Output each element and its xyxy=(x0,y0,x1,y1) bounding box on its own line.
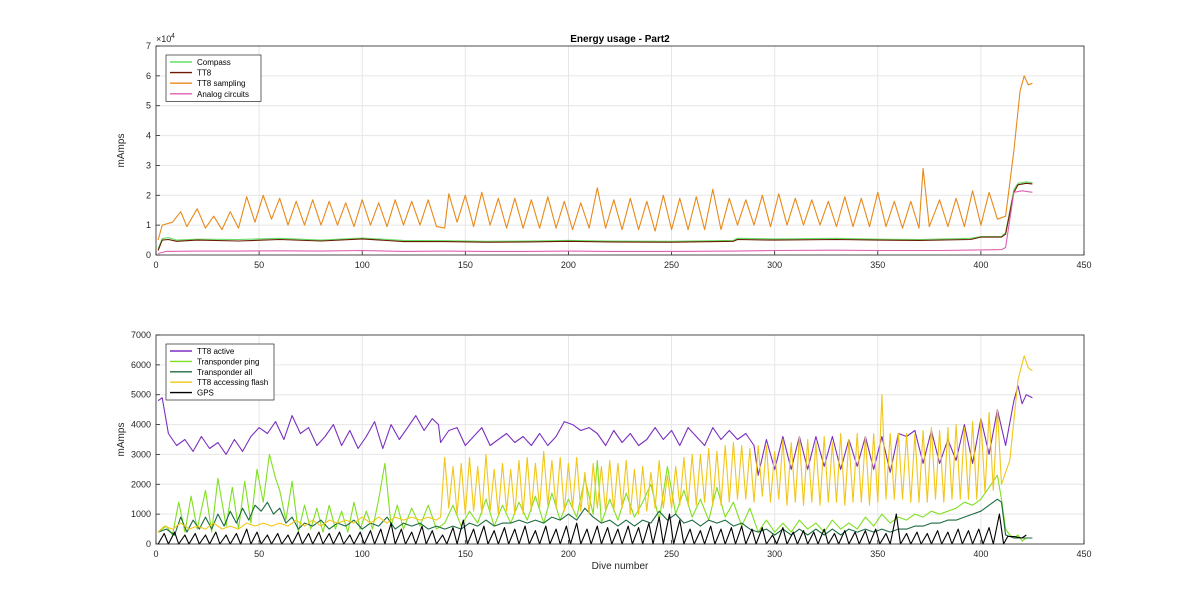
legend-entry: GPS xyxy=(197,389,214,398)
axes-frame xyxy=(155,45,1085,256)
x-tick-label: 50 xyxy=(254,549,264,559)
y-tick-label: 6000 xyxy=(131,360,151,370)
x-tick-label: 250 xyxy=(664,549,679,559)
legend-entry: Transponder ping xyxy=(197,357,259,366)
x-tick-label: 250 xyxy=(664,260,679,270)
series-line-transponder-all xyxy=(157,498,1033,539)
x-tick-label: 400 xyxy=(973,260,988,270)
y-tick-label: 2000 xyxy=(131,479,151,489)
x-tick-label: 350 xyxy=(870,260,885,270)
x-tick-label: 150 xyxy=(458,260,473,270)
series-line-tt8-accessing-flash xyxy=(157,355,1033,533)
y-tick-label: 1000 xyxy=(131,509,151,519)
series-line-analog-circuits xyxy=(157,190,1033,255)
x-tick-label: 450 xyxy=(1076,549,1091,559)
x-tick-label: 200 xyxy=(561,260,576,270)
series-line-compass xyxy=(157,181,1033,250)
y-exponent-power: 4 xyxy=(171,33,175,40)
x-tick-label: 400 xyxy=(973,549,988,559)
legend-entry: TT8 accessing flash xyxy=(197,378,268,387)
chart-title: Energy usage - Part2 xyxy=(570,34,670,45)
y-exponent-base: ×10 xyxy=(156,34,171,44)
y-tick-label: 5 xyxy=(146,101,151,111)
y-tick-label: 4 xyxy=(146,131,151,141)
y-tick-label: 0 xyxy=(146,539,151,549)
legend-entry: Compass xyxy=(197,58,231,67)
x-tick-label: 0 xyxy=(153,260,158,270)
y-tick-label: 4000 xyxy=(131,420,151,430)
legend-entry: Analog circuits xyxy=(197,90,249,99)
y-axis-label: mAmps xyxy=(116,134,127,168)
x-tick-label: 300 xyxy=(767,260,782,270)
y-tick-label: 3 xyxy=(146,160,151,170)
x-tick-label: 450 xyxy=(1076,260,1091,270)
y-tick-label: 3000 xyxy=(131,449,151,459)
axes-frame xyxy=(155,334,1085,545)
y-axis-label: mAmps xyxy=(116,423,127,457)
x-tick-label: 350 xyxy=(870,549,885,559)
x-tick-label: 200 xyxy=(561,549,576,559)
y-tick-label: 0 xyxy=(146,250,151,260)
y-tick-label: 5000 xyxy=(131,390,151,400)
x-tick-label: 100 xyxy=(355,260,370,270)
y-tick-label: 2 xyxy=(146,190,151,200)
y-tick-label: 7 xyxy=(146,41,151,51)
y-tick-label: 1 xyxy=(146,220,151,230)
series-line-tt8 xyxy=(157,182,1033,251)
legend-entry: TT8 xyxy=(197,69,212,78)
x-tick-label: 50 xyxy=(254,260,264,270)
x-tick-label: 0 xyxy=(153,549,158,559)
series-line-tt8-active xyxy=(157,385,1033,476)
x-tick-label: 300 xyxy=(767,549,782,559)
series-line-tt8-sampling xyxy=(157,75,1033,241)
y-tick-label: 7000 xyxy=(131,330,151,340)
chart-1: 0 50 100 150 200 250 300 350 400 450 0 1 2 3 4 5 6 7 Energ… xyxy=(116,33,1092,270)
legend-entry: Transponder all xyxy=(197,368,253,377)
x-tick-label: 150 xyxy=(458,549,473,559)
x-axis-label: Dive number xyxy=(592,561,649,572)
legend-entry: TT8 sampling xyxy=(197,79,245,88)
y-tick-label: 6 xyxy=(146,71,151,81)
x-tick-label: 100 xyxy=(355,549,370,559)
legend-entry: TT8 active xyxy=(197,347,235,356)
chart-2: 0 50 100 150 200 250 300 350 400 450 0 1000 2000 3000… xyxy=(116,330,1092,572)
